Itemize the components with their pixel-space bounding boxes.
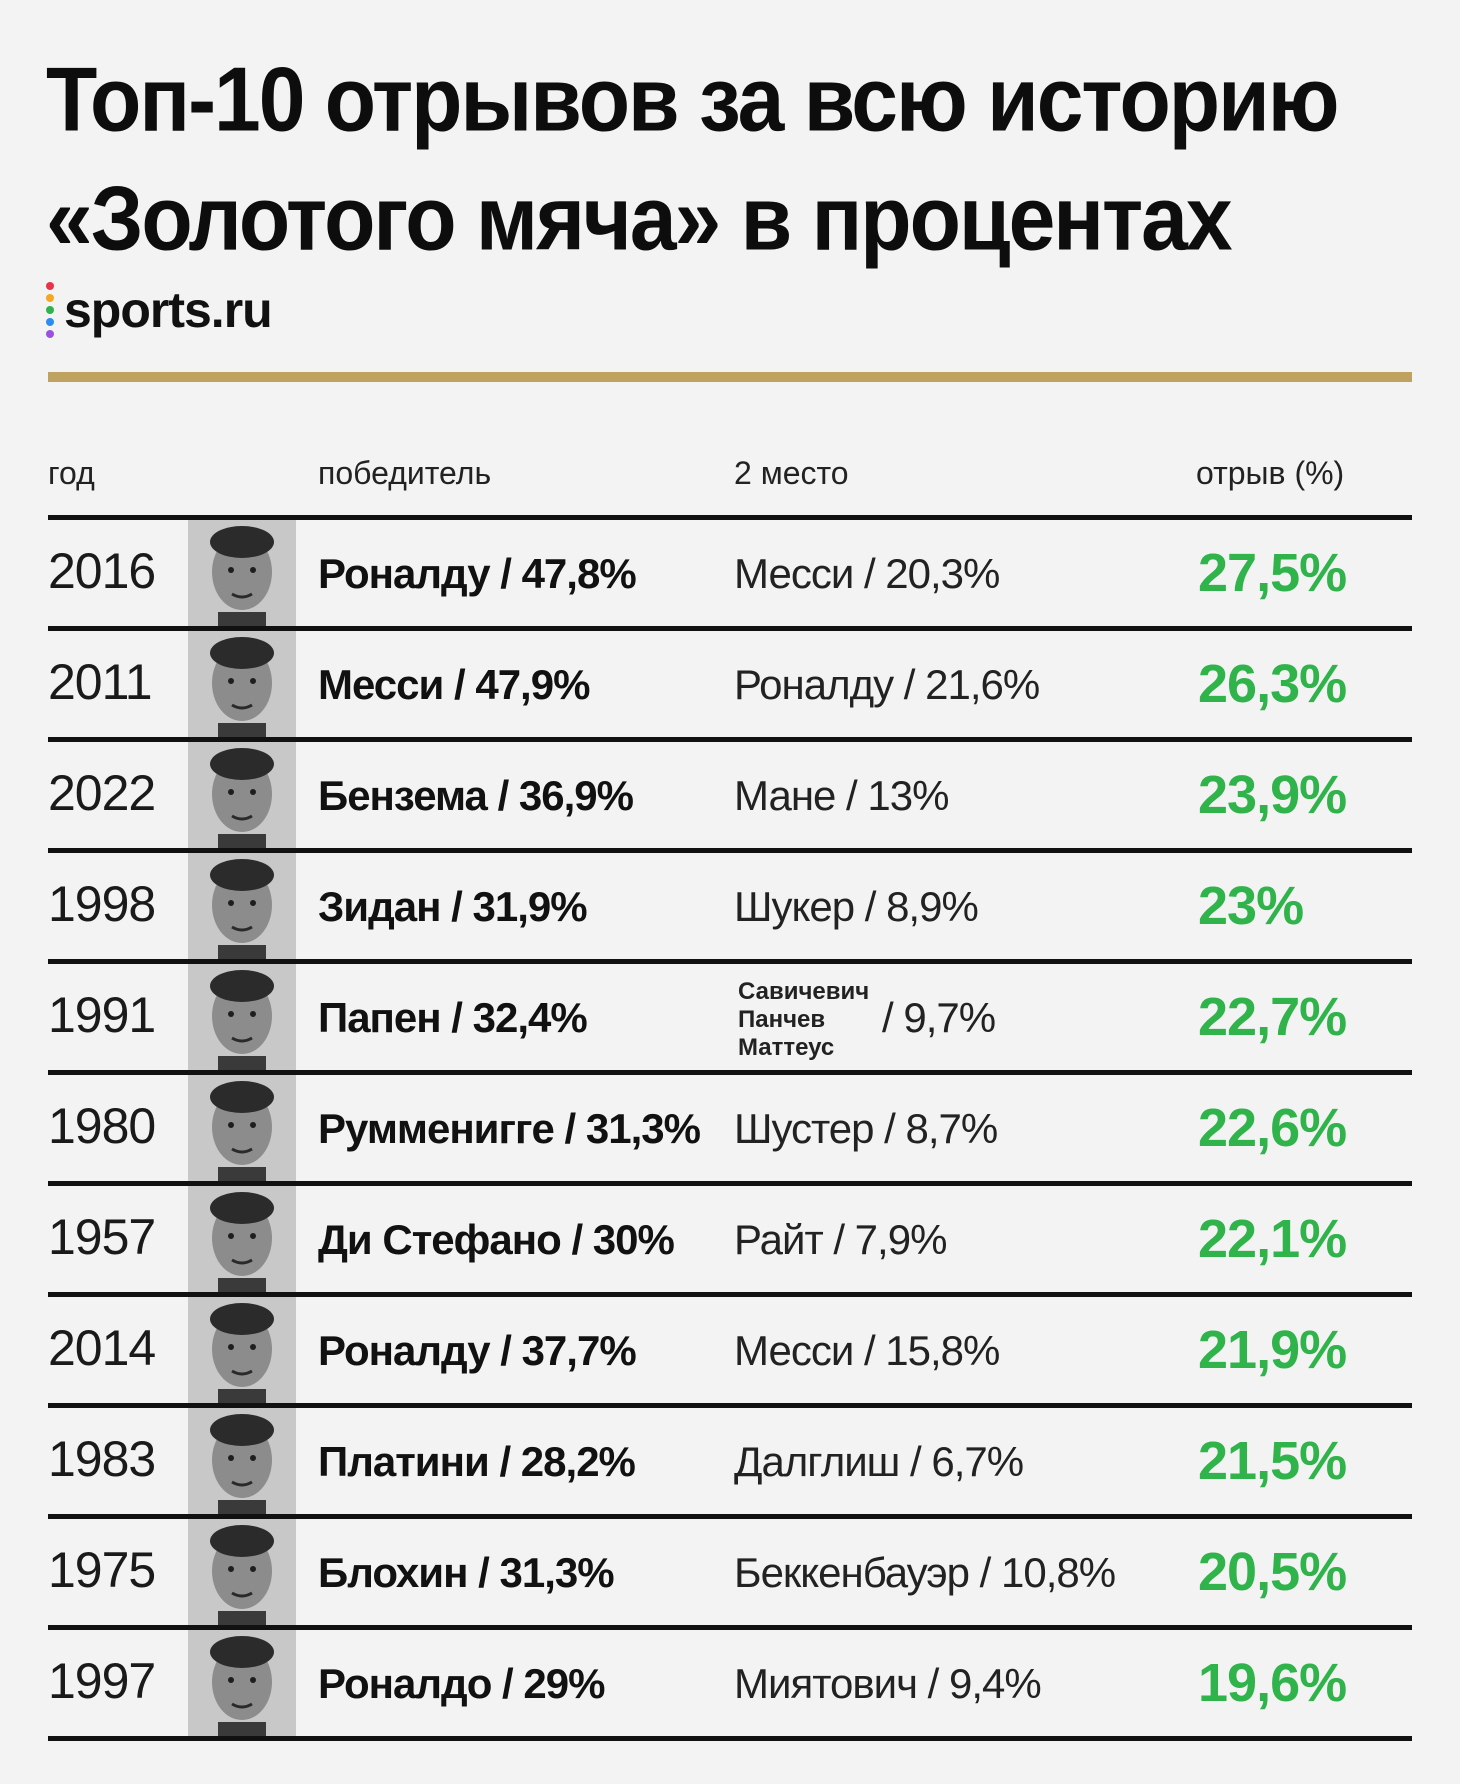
player-photo-icon [188,1519,296,1625]
table-row: 1998 Зидан / 31,9% Шукер / 8,9% 23% [48,848,1412,959]
player-photo-icon [188,853,296,959]
row-gap: 22,7% [1198,987,1347,1047]
row-year: 1991 [48,987,156,1043]
row-second-names: Савичевич Панчев Маттеус [738,978,869,1062]
row-second: Беккенбауэр / 10,8% [734,1549,1116,1596]
player-photo-icon [188,520,296,626]
ranking-table: 2016 Роналду / 47,8% Месси / 20,3% 27,5% 201… [48,515,1412,1741]
row-gap: 22,1% [1198,1209,1347,1269]
row-winner: Румменигге / 31,3% [318,1105,701,1152]
row-gap: 22,6% [1198,1098,1347,1158]
row-gap: 21,5% [1198,1431,1347,1491]
row-second: Роналду / 21,6% [734,661,1040,708]
divider [48,372,1412,382]
table-row: 2011 Месси / 47,9% Роналду / 21,6% 26,3% [48,626,1412,737]
player-photo-icon [188,1186,296,1292]
row-winner: Папен / 32,4% [318,994,588,1041]
row-gap: 23% [1198,876,1304,936]
logo-dots-icon [46,282,54,338]
col-header-year: год [48,455,95,491]
col-header-second: 2 место [734,455,849,491]
row-winner: Роналдо / 29% [318,1660,605,1707]
player-photo-icon [188,1297,296,1403]
row-second-value: / 9,7% [882,994,996,1041]
player-photo-icon [188,964,296,1070]
row-year: 2022 [48,765,156,821]
row-second: Мане / 13% [734,772,949,819]
table-row: 2016 Роналду / 47,8% Месси / 20,3% 27,5% [48,515,1412,626]
row-second: Шустер / 8,7% [734,1105,998,1152]
row-gap: 19,6% [1198,1653,1347,1713]
title-line-1: Топ-10 отрывов за всю историю [46,48,1339,151]
row-year: 2011 [48,654,153,710]
row-winner: Платини / 28,2% [318,1438,636,1485]
row-winner: Месси / 47,9% [318,661,590,708]
row-winner: Блохин / 31,3% [318,1549,615,1596]
row-year: 1983 [48,1431,156,1487]
second-name: Маттеус [738,1034,835,1061]
row-year: 1975 [48,1542,156,1598]
row-winner: Бензема / 36,9% [318,772,634,819]
second-name: Савичевич [738,978,870,1005]
table-row: 1991 Папен / 32,4% Савичевич Панчев Маттеус /… [48,959,1412,1070]
row-second: Месси / 20,3% [734,550,1000,597]
row-winner: Роналду / 47,8% [318,550,637,597]
row-second: Месси / 15,8% [734,1327,1000,1374]
table-row: 1983 Платини / 28,2% Далглиш / 6,7% 21,5% [48,1403,1412,1514]
player-photo-icon [188,1408,296,1514]
player-photo-icon [188,742,296,848]
row-year: 1957 [48,1209,156,1265]
brand-logo: sports.ru [46,278,273,342]
row-gap: 21,9% [1198,1320,1347,1380]
row-second: Миятович / 9,4% [734,1660,1042,1707]
row-year: 2014 [48,1320,156,1376]
player-photo-icon [188,1075,296,1181]
table-row: 1975 Блохин / 31,3% Беккенбауэр / 10,8% 20,… [48,1514,1412,1625]
row-winner: Ди Стефано / 30% [318,1216,675,1263]
row-second: Далглиш / 6,7% [734,1438,1024,1485]
table-row: 2014 Роналду / 37,7% Месси / 15,8% 21,9% [48,1292,1412,1403]
row-gap: 20,5% [1198,1542,1347,1602]
row-gap: 26,3% [1198,654,1347,714]
player-photo-icon [188,631,296,737]
row-second: Шукер / 8,9% [734,883,979,930]
brand-name: sports.ru [64,282,273,338]
row-winner: Зидан / 31,9% [318,883,588,930]
player-photo-icon [188,1630,296,1736]
row-winner: Роналду / 37,7% [318,1327,637,1374]
title-line-2: «Золотого мяча» в процентах [46,167,1233,269]
page-title: Топ-10 отрывов за всю историю «Золотого … [46,40,1426,278]
row-gap: 23,9% [1198,765,1347,825]
col-header-gap: отрыв (%) [1196,455,1345,491]
table-row: 1957 Ди Стефано / 30% Райт / 7,9% 22,1% [48,1181,1412,1292]
col-header-winner: победитель [318,455,492,491]
second-name: Панчев [738,1006,826,1033]
table-row: 1980 Румменигге / 31,3% Шустер / 8,7% 22,6% [48,1070,1412,1181]
row-gap: 27,5% [1198,543,1347,603]
table-row: 2022 Бензема / 36,9% Мане / 13% 23,9% [48,737,1412,848]
row-year: 1980 [48,1098,156,1154]
table-row: 1997 Роналдо / 29% Миятович / 9,4% 19,6% [48,1625,1412,1741]
row-year: 1998 [48,876,156,932]
row-year: 1997 [48,1653,156,1709]
row-second: Райт / 7,9% [734,1216,947,1263]
row-year: 2016 [48,543,156,599]
